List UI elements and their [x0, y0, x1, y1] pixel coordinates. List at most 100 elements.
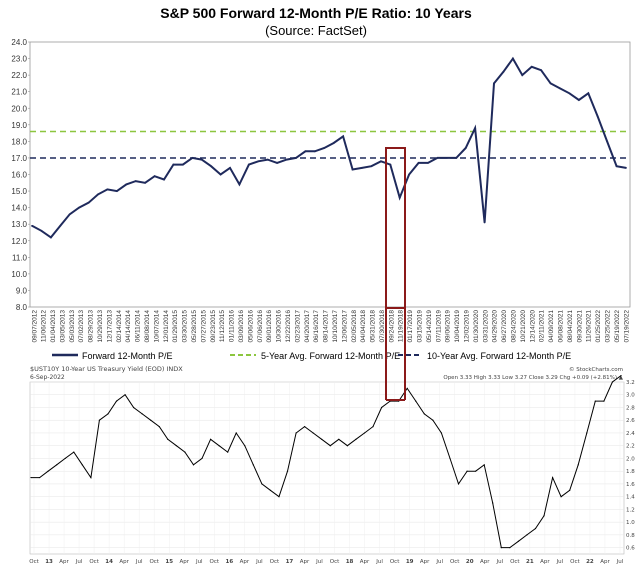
pe-x-tick-label: 03/25/2022 — [604, 310, 611, 343]
pe-data-point — [606, 140, 609, 143]
yield-data-point — [560, 496, 562, 498]
yield-data-point — [509, 547, 511, 549]
pe-x-tick-label: 11/06/2012 — [41, 310, 48, 342]
pe-x-tick-label: 04/04/2018 — [360, 310, 367, 343]
yield-chart-date: 6-Sep-2022 — [30, 374, 65, 381]
pe-data-point — [436, 157, 439, 159]
pe-x-tick-label: 10/04/2019 — [454, 310, 461, 343]
yield-data-point — [457, 483, 460, 485]
yield-data-point — [449, 457, 451, 460]
pe-y-tick-label: 23.0 — [11, 55, 27, 64]
yield-data-point — [115, 400, 118, 402]
pe-y-tick-label: 17.0 — [11, 154, 27, 163]
pe-x-tick-label: 04/29/2020 — [492, 310, 499, 343]
pe-x-tick-label: 12/06/2017 — [341, 310, 348, 343]
yield-x-tick-label: Jul — [435, 559, 443, 565]
pe-x-tick-label: 07/27/2015 — [200, 310, 207, 343]
yield-data-point — [90, 476, 92, 479]
pe-data-point — [530, 65, 533, 68]
yield-data-point — [73, 451, 75, 453]
pe-data-point — [313, 150, 316, 153]
pe-x-tick-label: 08/04/2021 — [567, 310, 574, 343]
pe-data-point — [417, 162, 420, 164]
pe-data-point — [427, 162, 429, 164]
pe-x-tick-label: 10/07/2014 — [153, 310, 160, 343]
yield-data-point — [594, 400, 596, 402]
pe-data-point — [521, 74, 524, 77]
yield-data-point — [227, 451, 229, 453]
chart-title: S&P 500 Forward 12-Month P/E Ratio: 10 Y… — [160, 5, 472, 21]
pe-x-tick-label: 03/05/2013 — [59, 310, 66, 343]
pe-x-tick-label: 01/25/2022 — [595, 310, 602, 343]
pe-y-tick-label: 24.0 — [11, 38, 27, 47]
yield-chart-ohlc: Open 3.33 High 3.33 Low 3.27 Close 3.29 … — [443, 375, 623, 381]
yield-x-tick-label: 13 — [45, 559, 53, 565]
pe-x-tick-label: 08/08/2014 — [144, 310, 151, 343]
yield-x-tick-label: 21 — [526, 559, 534, 565]
yield-data-point — [64, 457, 66, 460]
pe-x-tick-label: 03/31/2020 — [482, 310, 489, 343]
yield-data-point — [209, 438, 212, 440]
pe-x-tick-label: 12/01/2014 — [163, 310, 170, 343]
chart-subtitle: (Source: FactSet) — [265, 23, 367, 38]
pe-x-tick-label: 12/17/2013 — [106, 310, 113, 343]
yield-data-point — [38, 476, 41, 479]
pe-y-tick-label: 8.0 — [16, 303, 28, 312]
yield-x-axis: Oct 13 Apr Jul Oct 14 Apr Jul Oct 15 Apr Jul Oct 16 Ap… — [29, 559, 624, 565]
pe-series-points — [31, 57, 627, 239]
yield-x-tick-label: 17 — [286, 559, 294, 565]
pe-data-point — [540, 69, 543, 72]
yield-data-point — [192, 464, 195, 466]
yield-data-point — [534, 527, 537, 530]
yield-data-point — [329, 445, 331, 447]
yield-x-tick-label: 22 — [586, 559, 594, 565]
yield-data-point — [269, 489, 272, 491]
yield-data-point — [98, 419, 101, 421]
pe-x-tick-label: 04/14/2014 — [125, 310, 132, 343]
yield-x-tick-label: Apr — [540, 559, 550, 565]
pe-x-tick-label: 03/15/2019 — [417, 310, 424, 343]
yield-y-tick-label: 3.0 — [626, 393, 635, 399]
pe-y-tick-label: 16.0 — [11, 171, 27, 180]
yield-data-point — [372, 425, 374, 428]
yield-y-tick-label: 1.0 — [626, 520, 635, 526]
yield-x-tick-label: Apr — [480, 559, 490, 565]
pe-x-tick-label: 01/11/2016 — [229, 310, 236, 342]
yield-data-point — [526, 534, 528, 536]
yield-y-tick-label: 2.8 — [626, 405, 635, 411]
yield-data-point — [517, 540, 519, 542]
yield-data-point — [543, 515, 545, 517]
yield-data-point — [124, 394, 126, 396]
yield-x-tick-label: Jul — [135, 559, 143, 565]
pe-data-point — [615, 165, 618, 168]
pe-data-point — [474, 127, 477, 130]
pe-x-tick-label: 08/29/2013 — [88, 310, 95, 343]
yield-plot-frame — [29, 381, 625, 555]
pe-x-tick-label: 07/19/2022 — [623, 310, 630, 343]
pe-x-tick-label: 07/02/2013 — [78, 310, 85, 343]
pe-data-point — [276, 162, 279, 164]
pe-data-point — [625, 166, 627, 169]
yield-y-tick-label: 1.4 — [626, 495, 635, 501]
yield-data-point — [475, 470, 477, 472]
yield-data-point — [577, 464, 579, 466]
pe-data-point — [549, 82, 552, 85]
pe-x-tick-label: 02/23/2017 — [294, 310, 301, 343]
pe-data-point — [153, 175, 156, 178]
yield-y-tick-label: 0.8 — [626, 533, 635, 539]
yield-data-point — [466, 470, 468, 472]
pe-reference-lines — [30, 130, 630, 159]
yield-x-tick-label: Oct — [270, 559, 280, 565]
pe-y-tick-label: 14.0 — [11, 204, 27, 213]
pe-y-tick-label: 15.0 — [11, 187, 27, 196]
pe-x-tick-label: 04/09/2021 — [548, 310, 555, 343]
pe-data-point — [229, 166, 231, 169]
pe-data-point — [483, 221, 486, 224]
pe-x-tick-label: 10/10/2017 — [332, 310, 339, 343]
yield-data-point — [295, 432, 297, 434]
pe-y-tick-label: 18.0 — [11, 137, 27, 146]
pe-data-point — [266, 158, 269, 161]
yield-data-point — [611, 381, 614, 383]
pe-x-tick-label: 02/14/2014 — [116, 310, 123, 343]
